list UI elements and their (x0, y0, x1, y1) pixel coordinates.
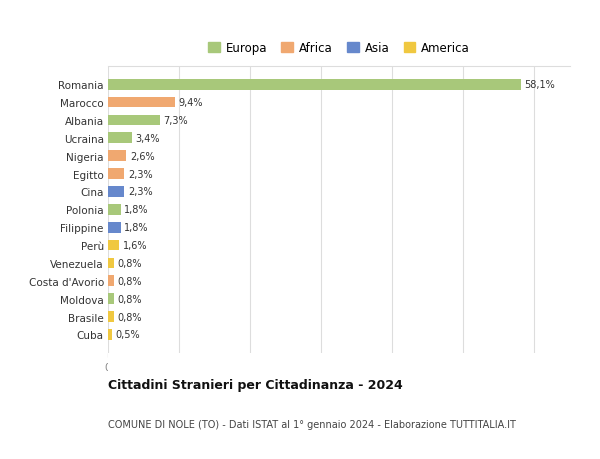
Text: 2,3%: 2,3% (128, 169, 152, 179)
Bar (108, 258, 113, 269)
Bar (108, 151, 127, 162)
Bar (108, 294, 113, 304)
Bar (108, 276, 113, 286)
Text: 58,1%: 58,1% (524, 80, 555, 90)
Text: 2,6%: 2,6% (130, 151, 155, 162)
Bar (108, 115, 160, 126)
Bar (108, 133, 132, 144)
Text: 0,8%: 0,8% (117, 312, 142, 322)
Text: 0,8%: 0,8% (117, 276, 142, 286)
Bar (108, 240, 119, 251)
Text: 0,8%: 0,8% (117, 258, 142, 269)
Bar (108, 97, 175, 108)
Bar (108, 312, 113, 322)
Bar (108, 187, 124, 197)
Bar (108, 169, 124, 179)
Text: 7,3%: 7,3% (163, 116, 188, 126)
Text: 9,4%: 9,4% (178, 98, 203, 108)
Text: 1,6%: 1,6% (123, 241, 148, 251)
Text: 3,4%: 3,4% (136, 134, 160, 144)
Text: 1,8%: 1,8% (124, 205, 149, 215)
Bar (108, 80, 521, 90)
Text: 1,8%: 1,8% (124, 223, 149, 233)
Text: 2,3%: 2,3% (128, 187, 152, 197)
Text: 0,5%: 0,5% (115, 330, 140, 340)
Text: Cittadini Stranieri per Cittadinanza - 2024: Cittadini Stranieri per Cittadinanza - 2… (108, 378, 403, 392)
Bar (108, 330, 112, 340)
Text: 0,8%: 0,8% (117, 294, 142, 304)
Bar (108, 205, 121, 215)
Bar (108, 222, 121, 233)
Legend: Europa, Africa, Asia, America: Europa, Africa, Asia, America (208, 42, 470, 55)
Text: COMUNE DI NOLE (TO) - Dati ISTAT al 1° gennaio 2024 - Elaborazione TUTTITALIA.IT: COMUNE DI NOLE (TO) - Dati ISTAT al 1° g… (108, 419, 516, 429)
